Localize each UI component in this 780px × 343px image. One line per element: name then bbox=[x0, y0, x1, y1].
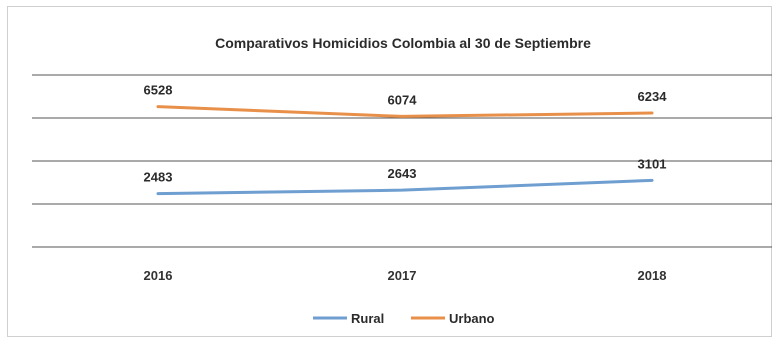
chart-frame bbox=[7, 6, 772, 337]
data-label: 2643 bbox=[388, 166, 417, 181]
x-tick-label: 2018 bbox=[638, 268, 667, 283]
data-label: 3101 bbox=[638, 156, 667, 171]
data-label: 6234 bbox=[638, 89, 668, 104]
x-tick-label: 2017 bbox=[388, 268, 417, 283]
chart-title: Comparativos Homicidios Colombia al 30 d… bbox=[215, 35, 591, 51]
x-tick-label: 2016 bbox=[144, 268, 173, 283]
data-label: 6074 bbox=[388, 92, 418, 107]
series-lines bbox=[156, 105, 654, 196]
legend-label: Urbano bbox=[449, 311, 495, 326]
series-line-rural bbox=[156, 178, 654, 196]
data-label: 2483 bbox=[144, 170, 173, 185]
data-labels: 2483 2643 3101 6528 6074 6234 bbox=[144, 83, 668, 185]
legend: Rural Urbano bbox=[313, 311, 495, 326]
data-label: 6528 bbox=[144, 83, 173, 98]
gridlines bbox=[32, 74, 772, 248]
series-line-urbano bbox=[156, 105, 654, 118]
x-axis-ticks: 2016 2017 2018 bbox=[144, 268, 667, 283]
legend-label: Rural bbox=[351, 311, 384, 326]
